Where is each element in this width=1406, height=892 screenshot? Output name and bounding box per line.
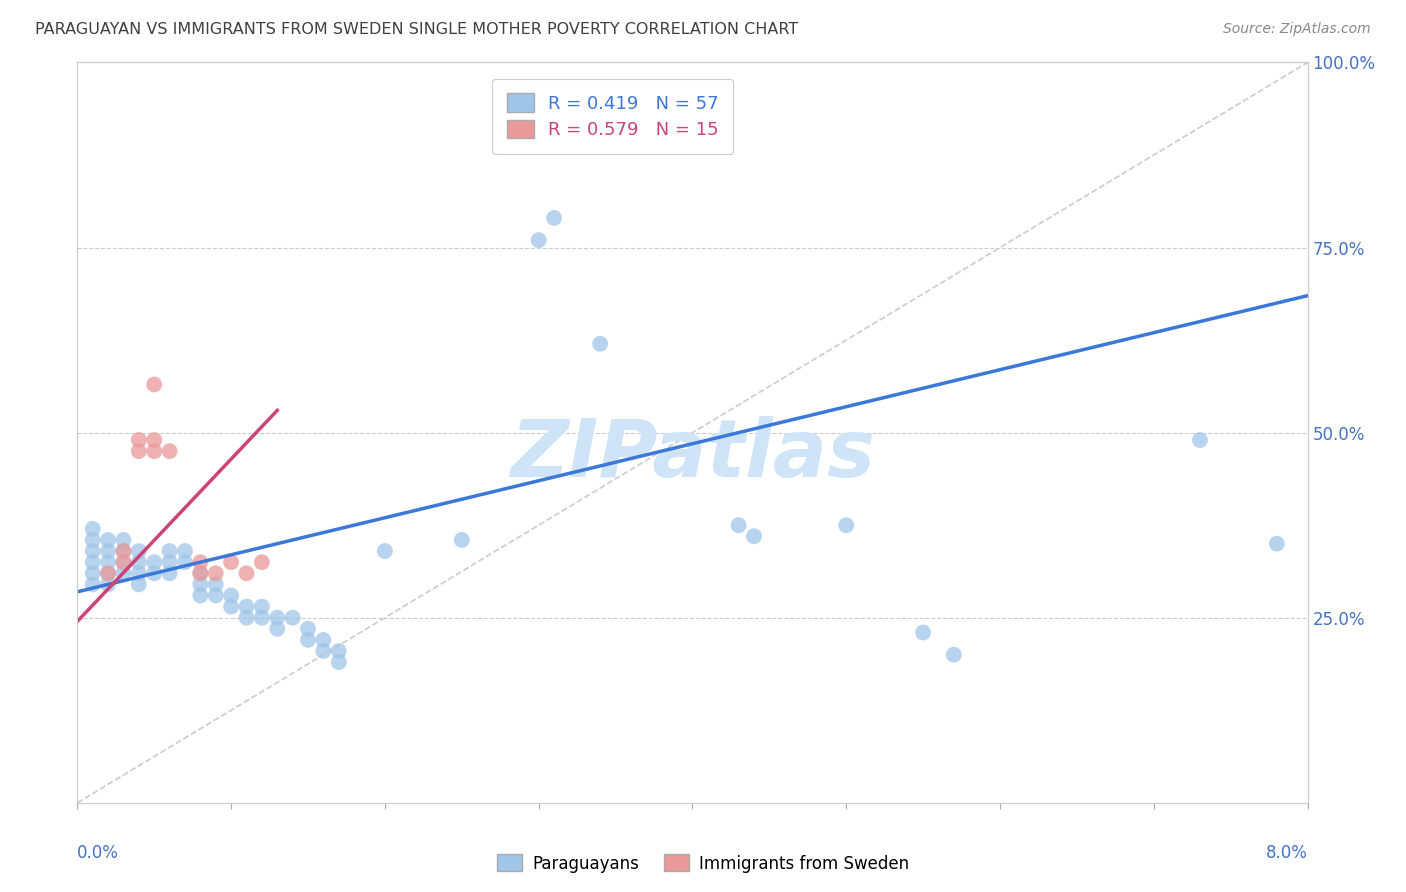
Point: [128, 544, 150, 558]
Point: [143, 566, 166, 581]
Point: [128, 577, 150, 591]
Text: PARAGUAYAN VS IMMIGRANTS FROM SWEDEN SINGLE MOTHER POVERTY CORRELATION CHART: PARAGUAYAN VS IMMIGRANTS FROM SWEDEN SIN…: [35, 22, 799, 37]
Point: [159, 544, 181, 558]
Point: [159, 555, 181, 569]
Point: [97, 566, 120, 581]
Point: [297, 622, 319, 636]
Point: [835, 518, 858, 533]
Point: [1265, 536, 1288, 550]
Point: [250, 555, 273, 569]
Point: [97, 533, 120, 547]
Point: [143, 444, 166, 458]
Point: [250, 599, 273, 614]
Point: [219, 555, 242, 569]
Point: [97, 577, 120, 591]
Point: [112, 544, 135, 558]
Legend: Paraguayans, Immigrants from Sweden: Paraguayans, Immigrants from Sweden: [491, 847, 915, 880]
Point: [543, 211, 565, 225]
Point: [235, 599, 257, 614]
Point: [128, 555, 150, 569]
Point: [97, 566, 120, 581]
Point: [727, 518, 749, 533]
Point: [128, 444, 150, 458]
Legend: R = 0.419   N = 57, R = 0.579   N = 15: R = 0.419 N = 57, R = 0.579 N = 15: [492, 78, 734, 153]
Point: [159, 444, 181, 458]
Point: [281, 610, 304, 624]
Point: [97, 544, 120, 558]
Point: [374, 544, 396, 558]
Point: [112, 533, 135, 547]
Text: Source: ZipAtlas.com: Source: ZipAtlas.com: [1223, 22, 1371, 37]
Point: [143, 555, 166, 569]
Point: [204, 577, 226, 591]
Point: [112, 555, 135, 569]
Point: [589, 336, 612, 351]
Text: 8.0%: 8.0%: [1265, 844, 1308, 862]
Point: [235, 610, 257, 624]
Point: [266, 610, 288, 624]
Point: [82, 522, 104, 536]
Point: [188, 589, 212, 603]
Point: [97, 555, 120, 569]
Point: [82, 544, 104, 558]
Point: [188, 566, 212, 581]
Point: [128, 433, 150, 447]
Point: [942, 648, 965, 662]
Point: [235, 566, 257, 581]
Point: [112, 544, 135, 558]
Point: [188, 566, 212, 581]
Point: [174, 555, 197, 569]
Point: [143, 377, 166, 392]
Text: ZIPatlas: ZIPatlas: [510, 416, 875, 494]
Point: [82, 555, 104, 569]
Point: [297, 632, 319, 647]
Point: [328, 644, 350, 658]
Point: [128, 566, 150, 581]
Point: [266, 622, 288, 636]
Point: [204, 589, 226, 603]
Point: [250, 610, 273, 624]
Point: [112, 566, 135, 581]
Point: [174, 544, 197, 558]
Point: [204, 566, 226, 581]
Point: [82, 533, 104, 547]
Point: [450, 533, 472, 547]
Point: [312, 632, 335, 647]
Point: [219, 599, 242, 614]
Text: 0.0%: 0.0%: [77, 844, 120, 862]
Point: [912, 625, 935, 640]
Point: [112, 555, 135, 569]
Point: [82, 577, 104, 591]
Point: [188, 577, 212, 591]
Point: [143, 433, 166, 447]
Point: [219, 589, 242, 603]
Point: [1188, 433, 1211, 447]
Point: [159, 566, 181, 581]
Point: [312, 644, 335, 658]
Point: [328, 655, 350, 669]
Point: [188, 555, 212, 569]
Point: [527, 233, 550, 247]
Point: [82, 566, 104, 581]
Point: [742, 529, 765, 543]
